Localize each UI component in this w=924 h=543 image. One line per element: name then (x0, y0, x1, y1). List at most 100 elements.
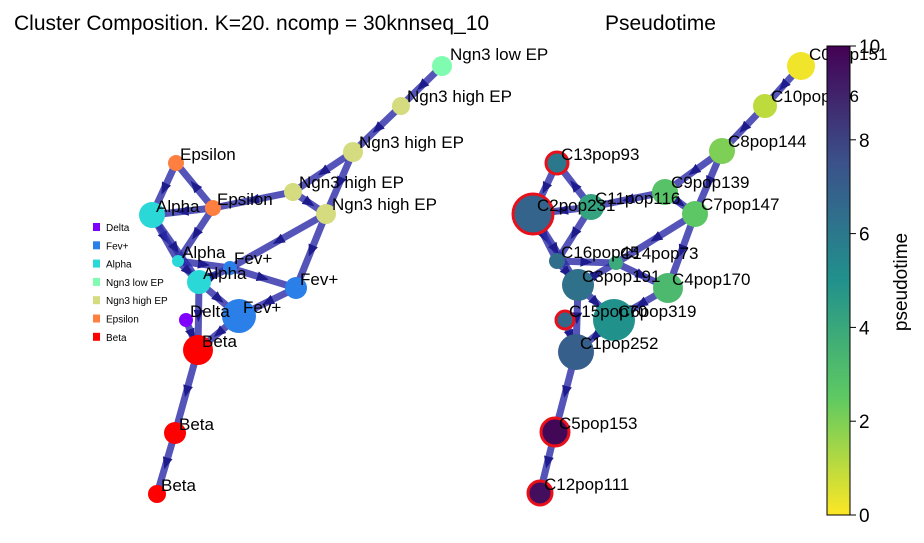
right-edge-arrow-C3-C1 (572, 312, 583, 325)
left-node-C1 (183, 335, 213, 365)
left-edge-arrow-C11-C16 (192, 226, 203, 240)
right-node-label-C5: C5pop153 (559, 414, 637, 433)
left-nodes (139, 56, 452, 503)
colorbar-tick-label-1: 2 (859, 412, 870, 433)
legend-swatch-1 (93, 241, 100, 250)
right-edge-arrow-C2-C3 (548, 241, 559, 255)
left-node-C5 (164, 422, 186, 444)
left-node-C11 (205, 200, 221, 216)
right-edge-arrow-C0-C10 (778, 78, 791, 91)
right-edge-arrow-C8-C7 (706, 175, 716, 189)
right-node-label-C9: C9pop139 (671, 173, 749, 192)
left-edge-arrow-C3-C1 (193, 309, 204, 322)
left-edge-arrow-C8-C9 (318, 164, 331, 176)
legend-swatch-6 (93, 332, 100, 341)
left-edge-arrow-C7-C4 (308, 243, 318, 257)
left-node-label-C13: Epsilon (180, 145, 236, 164)
right-edge-arrow-C10-C8 (739, 120, 752, 133)
legend-label-6: Beta (106, 333, 127, 344)
right-node-label-C8: C8pop144 (728, 132, 806, 151)
right-node-label-C14: C14pop73 (620, 244, 698, 263)
left-node-C15 (179, 313, 193, 327)
right-edge-arrow-C3-C14 (589, 270, 603, 282)
left-node-label-C0: Ngn3 low EP (450, 45, 548, 64)
right-node-label-C15: C15pop70 (569, 302, 647, 321)
right-node-C10 (753, 94, 777, 118)
right-node-label-C16: C16pop45 (561, 243, 639, 262)
left-node-C10 (392, 97, 410, 115)
legend-swatch-2 (93, 259, 100, 268)
left-node-C16 (172, 255, 184, 267)
left-chart-title: Cluster Composition. K=20. ncomp = 30knn… (14, 12, 490, 35)
left-node-C7 (316, 204, 336, 224)
right-node-C5 (539, 416, 571, 448)
right-node-C16 (549, 253, 565, 269)
right-node-C15 (554, 309, 576, 331)
left-edge-arrow-C9-C11 (247, 193, 260, 204)
right-node-C13 (544, 150, 570, 176)
left-node-label-C8: Ngn3 high EP (359, 133, 464, 152)
left-node-label-C14: Fev+ (234, 249, 272, 268)
left-edge-arrow-C14-C4 (255, 271, 269, 282)
legend-label-5: Epsilon (106, 315, 139, 326)
left-node-C2 (139, 202, 165, 228)
right-node-C9 (652, 179, 678, 205)
left-node-label-C7: Ngn3 high EP (332, 195, 437, 214)
left-edge-arrow-C8-C7 (337, 175, 347, 189)
legend-label-1: Fev+ (106, 241, 129, 252)
left-node-label-C6: Fev+ (243, 298, 281, 317)
left-node-label-C15: Delta (190, 302, 230, 321)
right-node-label-C7: C7pop147 (701, 195, 779, 214)
right-edge-arrow-C8-C9 (688, 163, 702, 176)
left-edge-arrow-C10-C8 (372, 121, 385, 134)
left-edge-arrow-C11-C13 (190, 180, 203, 194)
right-node-C6 (593, 299, 635, 341)
right-node-C8 (709, 138, 735, 164)
right-node-C11 (578, 194, 604, 220)
legend-label-0: Delta (106, 223, 130, 234)
left-node-C3 (187, 270, 211, 294)
right-node-label-C3: C3pop191 (582, 267, 660, 286)
legend-label-2: Alpha (106, 260, 132, 271)
right-node-label-C11: C11pop116 (595, 189, 680, 208)
left-node-C12 (148, 485, 166, 503)
left-edge-arrow-C13-C2 (161, 181, 172, 195)
right-node-label-C1: C1pop252 (580, 334, 658, 353)
colorbar-tick-label-5: 10 (859, 37, 880, 58)
left-node-label-C4: Fev+ (300, 270, 338, 289)
legend-swatch-5 (93, 314, 100, 323)
right-edge-arrow-C16-C14 (580, 256, 593, 267)
right-node-C1 (558, 334, 594, 370)
right-node-label-C13: C13pop93 (561, 145, 639, 164)
legend-label-3: Ngn3 low EP (106, 278, 164, 289)
legend-swatch-4 (93, 296, 100, 305)
right-node-label-C12: C12pop111 (544, 475, 629, 494)
left-node-label-C9: Ngn3 high EP (299, 173, 404, 192)
right-edge-arrow-C11-C16 (570, 226, 582, 240)
left-node-C0 (432, 56, 452, 76)
right-node-C7 (682, 201, 708, 227)
right-node-C12 (526, 479, 554, 507)
left-node-C14 (223, 261, 237, 275)
legend-swatch-0 (93, 223, 100, 231)
cell-type-legend: Delta Fev+ Alpha Ngn3 low EP Ngn3 high EP Eps… (93, 223, 168, 344)
colorbar-tick-label-2: 4 (859, 318, 870, 339)
right-edge-arrow-C13-C2 (542, 180, 553, 194)
left-edge-arrow-C16-C14 (197, 258, 210, 269)
colorbar-label: pseudotime (891, 233, 912, 331)
right-edge-arrow-C3-C6 (588, 294, 601, 307)
right-node-C3 (562, 269, 594, 301)
right-edge-arrow-C1-C5 (562, 384, 572, 398)
left-node-C8 (343, 142, 363, 162)
left-node-label-C1: Beta (202, 332, 238, 351)
right-edge-arrow-C9-C7 (672, 195, 685, 207)
left-node-C13 (168, 155, 184, 171)
right-chart-title: Pseudotime (605, 12, 716, 35)
right-edge-arrow-C11-C13 (570, 180, 582, 193)
pseudotime-colorbar: 0 2 4 6 8 10 pseudotime (826, 37, 912, 527)
right-edge-arrow-C5-C12 (544, 455, 554, 469)
left-node-C4 (285, 277, 307, 299)
right-node-label-C4: C4pop170 (672, 270, 750, 289)
right-node-C14 (609, 256, 623, 270)
colorbar-tick-label-0: 0 (859, 506, 870, 527)
